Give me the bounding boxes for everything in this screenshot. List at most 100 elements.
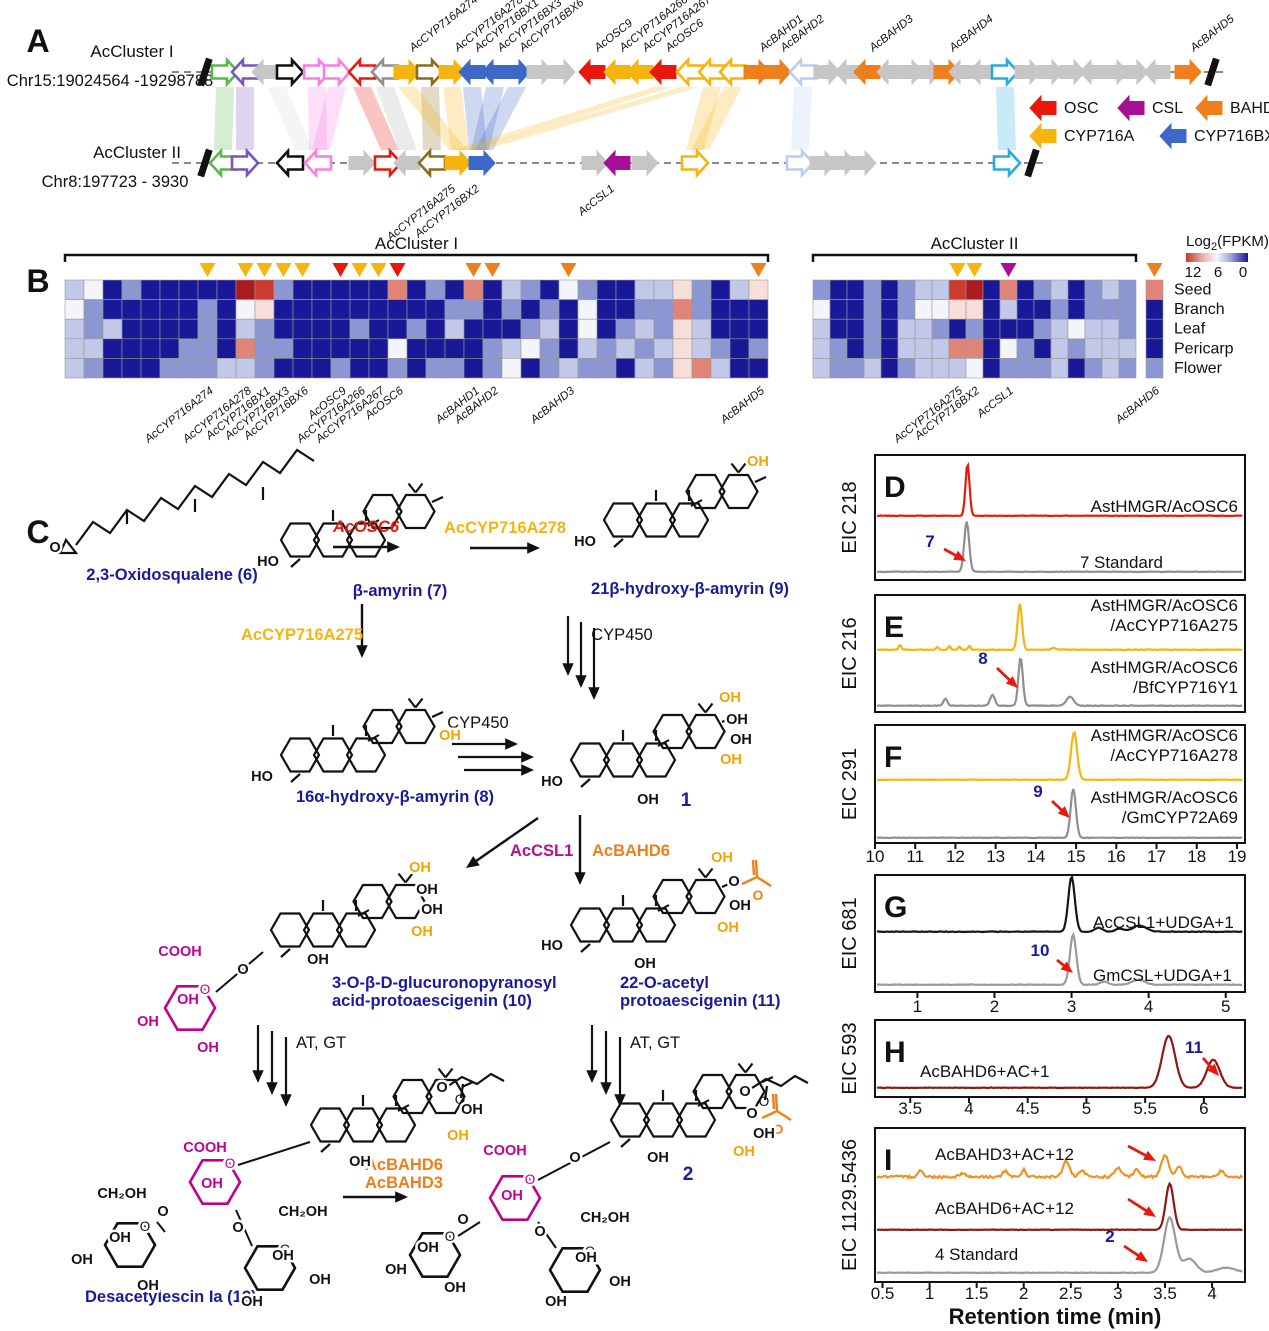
line-shape: [580, 778, 591, 788]
heatmap-cell: [216, 358, 237, 379]
heatmap-cell: [748, 318, 769, 340]
chem-annotation: OH: [137, 1278, 159, 1294]
reaction-arrowhead: [527, 542, 540, 554]
heatmap-cell: [729, 358, 750, 379]
heatmap-cell: [931, 279, 950, 300]
heatmap-cell: [292, 358, 313, 379]
chromatogram-box-H: [874, 1019, 1246, 1098]
synteny-ribbon: [398, 87, 467, 150]
chromatogram-box-E: [874, 594, 1246, 713]
heatmap-cell: [197, 318, 218, 340]
heatmap-cell: [982, 338, 1001, 359]
line-shape: [721, 880, 734, 889]
heatmap-cell: [273, 299, 294, 320]
path-shape: [652, 713, 693, 750]
heatmap-cell: [710, 279, 731, 300]
heatmap-cell: [897, 358, 916, 379]
line-shape: [444, 1067, 454, 1079]
heatmap-cell: [653, 279, 674, 300]
heatmap-cell: [501, 299, 522, 320]
enzyme-label: AcBAHD6: [365, 1156, 443, 1174]
legend-cyp716bx: CYP716BX: [1194, 128, 1269, 145]
gene-arrow: [438, 58, 466, 86]
heatmap-cell: [501, 358, 522, 379]
path-shape: [741, 859, 772, 888]
heatmap-cell: [999, 318, 1018, 340]
heatmap-cell: [1067, 279, 1086, 300]
synteny-ribbon: [353, 87, 399, 150]
heatmap-cell: [914, 358, 933, 379]
glycosidic-bond: [156, 1221, 166, 1233]
gene-arrow: [275, 56, 305, 88]
heatmap-gene-label: AcCSL1: [974, 385, 1015, 421]
glycosidic-bond: [537, 1141, 611, 1181]
line-shape: [290, 558, 301, 568]
heatmap-cell: [653, 299, 674, 320]
heatmap-cell: [1050, 299, 1069, 320]
heatmap-cell: [812, 358, 831, 379]
chem-annotation: OH: [634, 956, 656, 972]
heatmap-cell: [178, 279, 199, 300]
tissue-label: Flower: [1174, 360, 1223, 377]
glycosidic-bond: [215, 951, 264, 993]
heatmap-cell: [897, 299, 916, 320]
gene-arrow: [251, 58, 279, 86]
chromatogram-box-I: [874, 1127, 1246, 1283]
sugar-ring: [408, 1232, 462, 1278]
heatmap-cell: [948, 279, 967, 300]
line-shape: [721, 715, 734, 724]
heatmap-cell: [102, 358, 123, 379]
axis-tick-label: 14: [1026, 847, 1045, 866]
heatmap-cell: [634, 279, 655, 300]
gene-arrow: [210, 56, 240, 88]
heatmap-cell: [235, 318, 256, 340]
axis-tick-label: 5.5: [1133, 1099, 1157, 1118]
path-shape: [302, 912, 344, 948]
heatmap-cell: [235, 358, 256, 379]
heatmap-gene-label: AcBAHD6: [1113, 385, 1162, 427]
heatmap-cell: [615, 299, 636, 320]
chem-annotation: CH₂OH: [278, 1204, 327, 1220]
heatmap-cell: [653, 358, 674, 379]
gene-name: AcBAHD4: [947, 13, 996, 55]
chem-annotation: OH: [197, 1040, 219, 1056]
gene-arrow: [230, 56, 260, 88]
heatmap-cell: [965, 279, 984, 300]
gene-arrow: [230, 147, 260, 179]
heatmap-cell: [159, 279, 180, 300]
path-shape: [345, 737, 387, 773]
path-shape: [395, 493, 436, 530]
line-shape: [461, 1080, 474, 1089]
line-shape: [280, 948, 291, 958]
heatmap-cell: [1050, 358, 1069, 379]
axis-tick-label: 3: [1113, 1284, 1122, 1303]
heatmap-cell: [330, 279, 351, 300]
reaction-arrowhead: [252, 1070, 264, 1083]
reaction-arrowhead: [586, 1070, 598, 1083]
line-shape: [613, 538, 624, 548]
heatmap-cell: [482, 358, 503, 379]
gene-arrow: [275, 147, 305, 179]
chem-annotation: COOH: [483, 1143, 527, 1159]
path-shape: [352, 883, 393, 920]
chem-annotation: O: [237, 962, 248, 978]
chem-annotation: OH: [241, 1294, 263, 1310]
enzyme-label: CYP450: [447, 714, 508, 732]
compound-name: Desacetylescin Ia (12): [85, 1288, 257, 1306]
cluster-end-bar: [197, 57, 213, 87]
eic-axis-label: EIC 1129.5436: [839, 1139, 861, 1271]
heatmap-cell: [102, 318, 123, 340]
compound-name: 16α-hydroxy-β-amyrin (8): [296, 788, 494, 806]
gene-name: AcCSL1: [575, 183, 616, 219]
gene-arrow: [578, 58, 606, 86]
gene-marker-triangle: [1146, 263, 1163, 277]
heatmap-cell: [482, 318, 503, 340]
sugar-ring: [548, 1247, 602, 1293]
compound-name: 2,3-Oxidosqualene (6): [86, 566, 257, 584]
line-shape: [754, 475, 767, 484]
peak-arrowhead: [1143, 1150, 1156, 1161]
gene-marker-triangle: [389, 263, 406, 277]
chem-annotation: O: [728, 874, 739, 890]
heatmap-cell: [931, 338, 950, 359]
